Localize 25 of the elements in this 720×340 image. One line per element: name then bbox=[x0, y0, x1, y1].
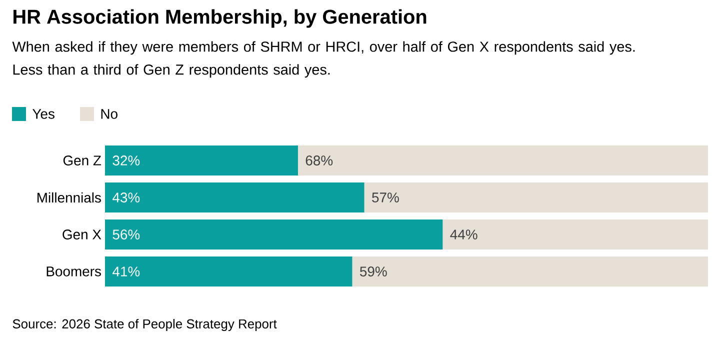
y-tick-label: Boomers bbox=[46, 266, 101, 276]
data-label: 56% bbox=[112, 230, 140, 240]
bar bbox=[442, 220, 708, 250]
data-label: 57% bbox=[372, 192, 399, 202]
y-tick-label: Gen Z bbox=[63, 156, 102, 166]
data-label: 68% bbox=[306, 156, 333, 166]
chart-subtitle: When asked if they were members of SHRM or HRCI, over half of Gen X respondents said yes. Less than a third of Gen Z respondents said yes. bbox=[12, 41, 635, 78]
bar bbox=[298, 146, 708, 176]
data-label: 41% bbox=[112, 266, 140, 276]
y-tick-label: Millennials bbox=[38, 192, 101, 203]
data-label: 59% bbox=[360, 266, 387, 276]
data-label: 32% bbox=[112, 156, 140, 166]
bar bbox=[105, 146, 298, 176]
data-label: 43% bbox=[112, 192, 140, 202]
bar bbox=[105, 182, 364, 212]
bar bbox=[352, 256, 708, 286]
y-tick-label: Gen X bbox=[62, 230, 102, 240]
bar bbox=[105, 256, 352, 286]
bar bbox=[105, 220, 443, 250]
source-note: Source: 2026 State of People Strategy Report bbox=[12, 318, 277, 332]
legend-label: No bbox=[101, 109, 118, 119]
bar bbox=[364, 182, 708, 212]
legend-label: Yes bbox=[32, 109, 54, 119]
data-label: 44% bbox=[450, 230, 478, 240]
chart-title: HR Association Membership, by Generation bbox=[14, 9, 426, 28]
